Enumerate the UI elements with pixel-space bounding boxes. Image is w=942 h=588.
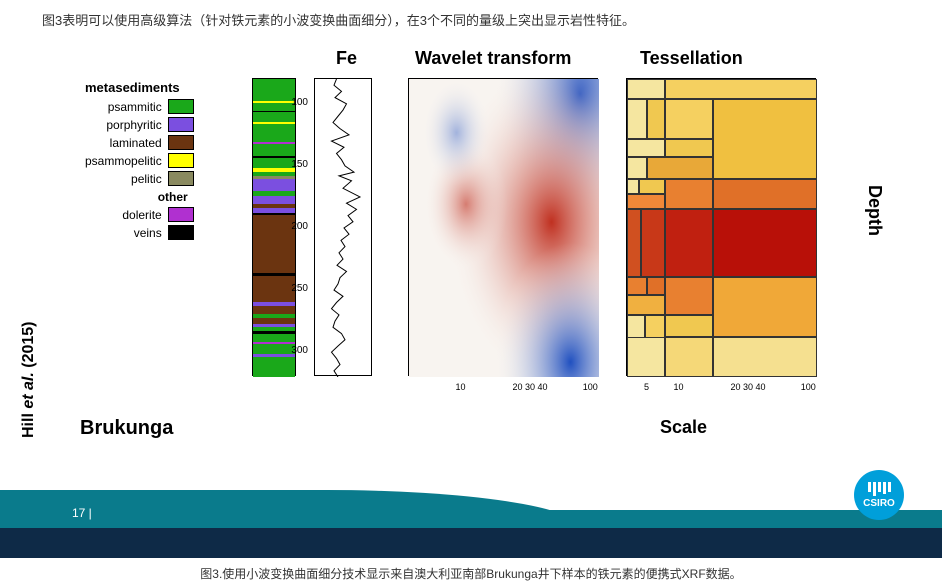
col-title-tess: Tessellation xyxy=(640,48,743,69)
legend-item: psammitic xyxy=(85,99,194,114)
legend-item: laminated xyxy=(85,135,194,150)
csiro-logo: CSIRO xyxy=(854,470,904,520)
legend: metasediments psammitic porphyritic lamina… xyxy=(85,80,194,243)
depth-axis: 100150200250300 xyxy=(302,78,312,376)
legend-item: veins xyxy=(85,225,194,240)
wavelet-panel xyxy=(408,78,598,376)
col-title-wavelet: Wavelet transform xyxy=(415,48,571,69)
figure-caption: 图3.使用小波变换曲面细分技术显示来自澳大利亚南部Brukunga井下样本的铁元… xyxy=(0,565,942,582)
tessellation-panel xyxy=(626,78,816,376)
lithology-column xyxy=(252,78,296,376)
site-label: Brukunga xyxy=(80,417,173,440)
legend-item: pelitic xyxy=(85,171,194,186)
intro-text: 图3表明可以使用高级算法（针对铁元素的小波变换曲面细分），在3个不同的量级上突出… xyxy=(42,10,635,29)
citation: Hill et al. (2015) xyxy=(20,321,38,438)
csiro-text: CSIRO xyxy=(863,498,895,509)
col-title-fe: Fe xyxy=(336,48,357,69)
fe-panel xyxy=(314,78,372,376)
page-number: 17 | xyxy=(72,506,92,520)
legend-other-title: other xyxy=(85,190,188,204)
depth-label: Depth xyxy=(864,185,885,236)
legend-title: metasediments xyxy=(85,80,194,95)
legend-item: porphyritic xyxy=(85,117,194,132)
legend-item: dolerite xyxy=(85,207,194,222)
legend-item: psammopelitic xyxy=(85,153,194,168)
citation-em: et al. xyxy=(20,372,37,408)
citation-suffix: (2015) xyxy=(20,321,37,372)
citation-prefix: Hill xyxy=(20,409,37,438)
scale-label: Scale xyxy=(660,417,707,438)
footer-bar: 17 | CSIRO xyxy=(0,478,942,558)
